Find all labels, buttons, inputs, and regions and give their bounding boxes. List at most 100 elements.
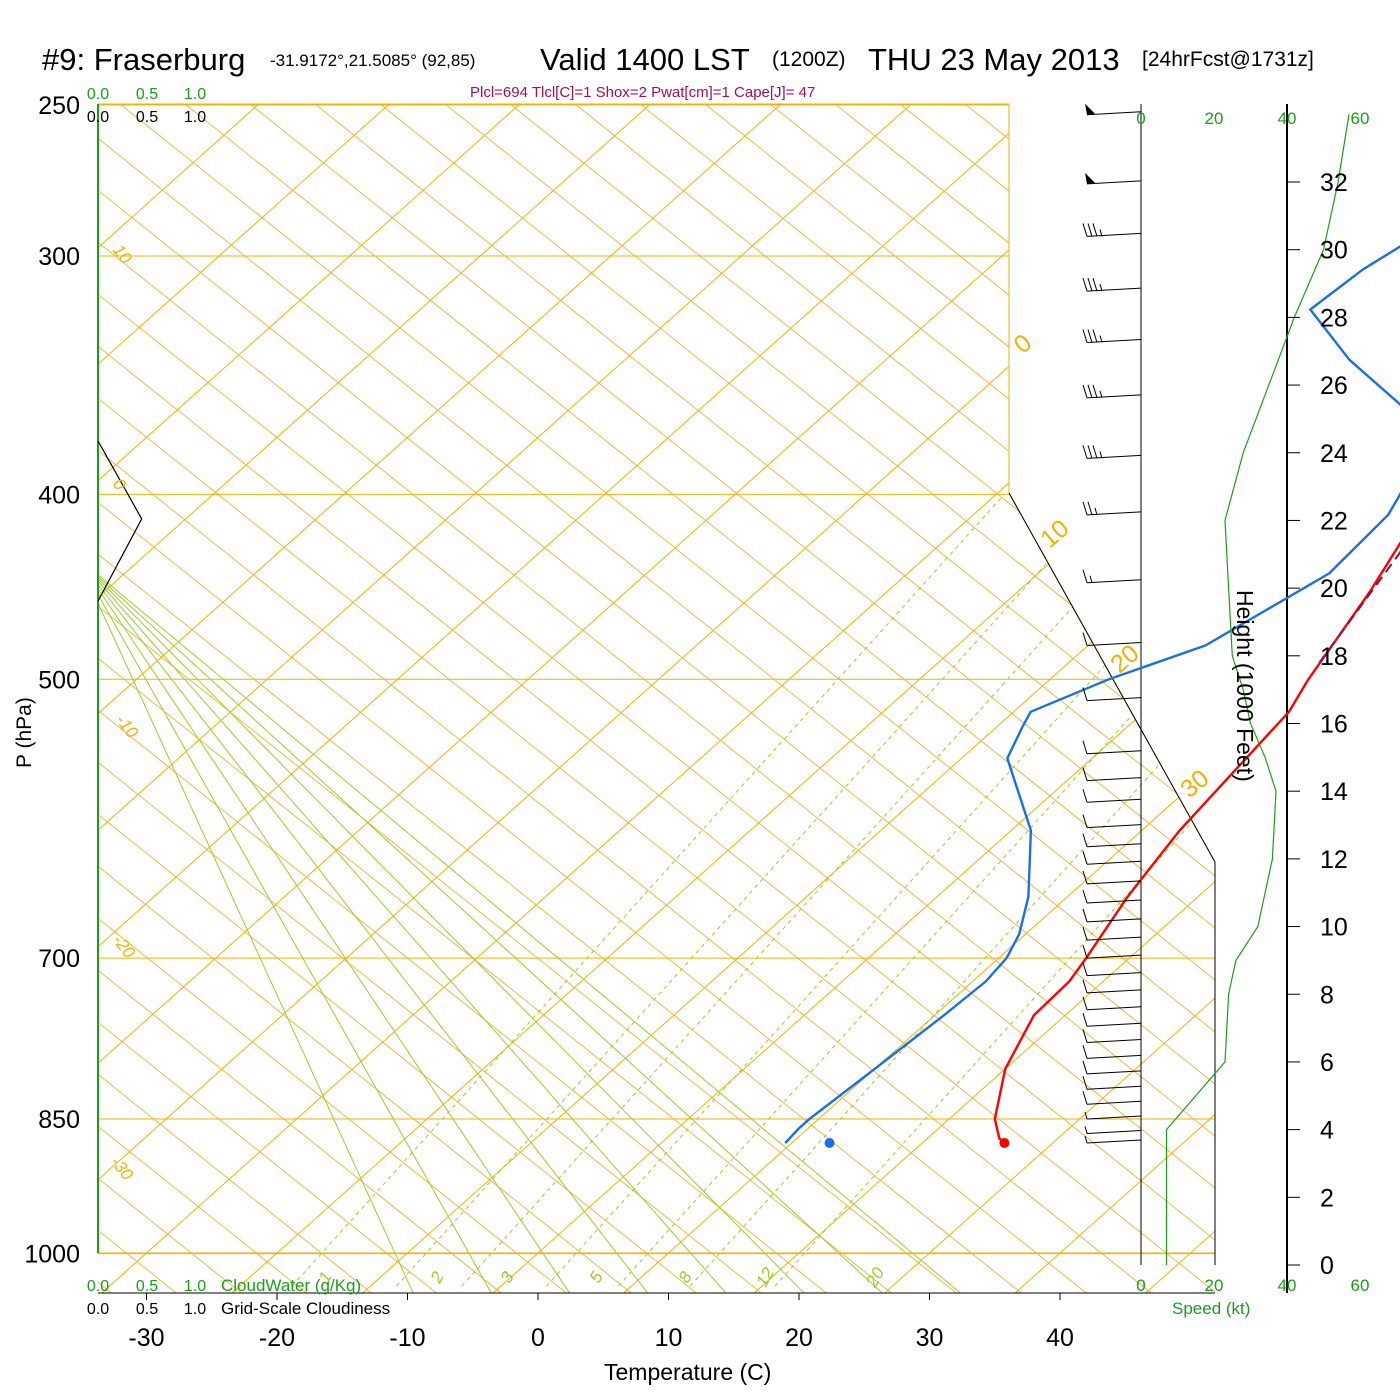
wind-barb: [1082, 1060, 1142, 1075]
dry-adiabat-line: [98, 104, 1215, 1293]
data-layer: [97, 103, 1400, 1265]
wind-barb: [1082, 767, 1142, 782]
isotherm-line: [492, 104, 1215, 1293]
isotherm-label: 10: [1035, 514, 1074, 553]
cloud-water-title: CloudWater (g/Kg): [221, 1276, 361, 1295]
wind-barb: [1082, 1091, 1142, 1105]
wind-barb: [1082, 687, 1142, 702]
background-lines: [98, 104, 1400, 1293]
wind-barb: [1082, 833, 1142, 848]
temperature-tick-label: 10: [655, 1324, 683, 1352]
wind-speed-profile-line: [1165, 114, 1350, 1265]
mixing-ratio-line: [396, 494, 1110, 1287]
height-tick-label: 14: [1320, 778, 1348, 806]
moist-adiabat-line: [98, 104, 649, 1293]
temperature-axis-title: Temperature (C): [604, 1359, 771, 1385]
wind-barb: [1082, 870, 1142, 885]
isotherm-line: [101, 104, 1215, 1293]
pressure-tick-label: 400: [38, 481, 80, 509]
parcel-profile-line: [1318, 550, 1400, 664]
height-tick-label: 6: [1320, 1049, 1334, 1077]
dry-adiabat-line: [98, 104, 437, 1293]
isotherm-line: [98, 104, 1043, 1293]
mixing-ratio-label: 2: [426, 1268, 448, 1287]
cloudwater-tick-label: 1.0: [184, 1278, 206, 1295]
mixing-ratio-line: [546, 494, 1215, 1287]
valid-time: Valid 1400 LST: [540, 42, 750, 77]
speed-tick-label: 60: [1351, 109, 1370, 128]
dry-adiabat-line: [98, 104, 957, 1293]
moist-adiabat-line: [98, 104, 963, 1293]
dry-adiabat-line: [98, 104, 242, 1293]
wind-barb: [1082, 740, 1142, 755]
cloudiness-tick-label: 0.5: [136, 1301, 158, 1318]
dry-adiabat-line: [574, 104, 1215, 1293]
dry-adiabat-line: [184, 104, 1215, 1293]
wind-barb: [1082, 384, 1142, 399]
dry-adiabat-line: [98, 104, 1215, 1293]
temperature-profile-line: [993, 541, 1400, 1144]
height-tick-label: 26: [1320, 372, 1348, 400]
wind-barb: [1082, 1029, 1142, 1043]
isotherm-line: [1276, 104, 1400, 1293]
cloudiness-title: Grid-Scale Cloudiness: [221, 1299, 390, 1318]
dry-adiabat-line: [249, 104, 1215, 1293]
height-tick-label: 22: [1320, 507, 1348, 535]
cloudiness-profile-line: [97, 440, 143, 602]
cloudiness-tick-label: 0.0: [87, 1301, 109, 1318]
speed-tick-label: 40: [1278, 1276, 1297, 1295]
dry-adiabat-line: [704, 104, 1215, 1293]
wind-barb: [1082, 962, 1142, 977]
cloudwater-tick-label: 0.0: [87, 86, 109, 103]
height-tick-label: 8: [1320, 981, 1334, 1009]
wind-barb: [1082, 851, 1142, 865]
dry-adiabat-line: [98, 104, 762, 1293]
dry-adiabat-line: [98, 104, 1022, 1293]
surface-temperature-marker: [999, 1138, 1010, 1149]
station-title: #9: Fraserburg: [42, 42, 245, 77]
wind-barb: [1082, 223, 1142, 237]
isotherm-label: 20: [1105, 639, 1144, 678]
cloudwater-tick-label: 0.5: [136, 86, 158, 103]
dry-adiabat-line: [1159, 104, 1215, 1293]
wind-barb: [1082, 445, 1142, 459]
wind-barb: [1082, 814, 1142, 829]
forecast-label: [24hrFcst@1731z]: [1142, 48, 1314, 71]
height-tick-label: 18: [1320, 643, 1348, 671]
dry-adiabat-line: [98, 104, 567, 1293]
sounding-params: Plcl=694 Tlcl[C]=1 Shox=2 Pwat[cm]=1 Cap…: [470, 84, 815, 101]
height-tick-label: 10: [1320, 914, 1348, 942]
moist-adiabat-line: [98, 104, 571, 1293]
mixing-ratio-label: 12: [752, 1264, 778, 1290]
isotherm-line: [884, 104, 1215, 1293]
height-tick-label: 24: [1320, 440, 1348, 468]
temperature-tick-label: 40: [1046, 1324, 1074, 1352]
dry-adiabat-label: -30: [107, 1153, 137, 1184]
speed-tick-label: 20: [1205, 1276, 1224, 1295]
isotherm-line: [98, 104, 1215, 1293]
temperature-tick-label: -10: [389, 1324, 425, 1352]
dry-adiabat-line: [98, 104, 1215, 1293]
cloudwater-tick-label: 1.0: [184, 86, 206, 103]
wind-barb: [1082, 927, 1142, 941]
speed-tick-label: 60: [1351, 1276, 1370, 1295]
wind-barb: [1082, 501, 1142, 516]
moist-adiabat-line: [98, 104, 884, 1293]
dry-adiabat-line: [98, 104, 892, 1293]
wind-barb: [1084, 1126, 1142, 1134]
dry-adiabat-line: [964, 104, 1215, 1293]
wind-barb: [1082, 329, 1142, 343]
dry-adiabat-line: [98, 104, 697, 1293]
isotherm-line: [1014, 104, 1215, 1293]
cloudiness-tick-label: 0.0: [87, 109, 109, 126]
mixing-ratio-line: [461, 494, 1175, 1287]
plot-frame: [97, 103, 1216, 1254]
isotherm-label: 0: [1009, 329, 1038, 359]
wind-barb: [1082, 889, 1142, 904]
isotherm-line: [98, 104, 521, 1293]
wind-barb: [1082, 789, 1142, 803]
height-axis-title: Height (1000 Feet): [1232, 590, 1258, 782]
cloudiness-tick-label: 0.5: [136, 109, 158, 126]
moist-adiabat-line: [98, 104, 493, 1293]
wind-barb: [1082, 1076, 1142, 1090]
